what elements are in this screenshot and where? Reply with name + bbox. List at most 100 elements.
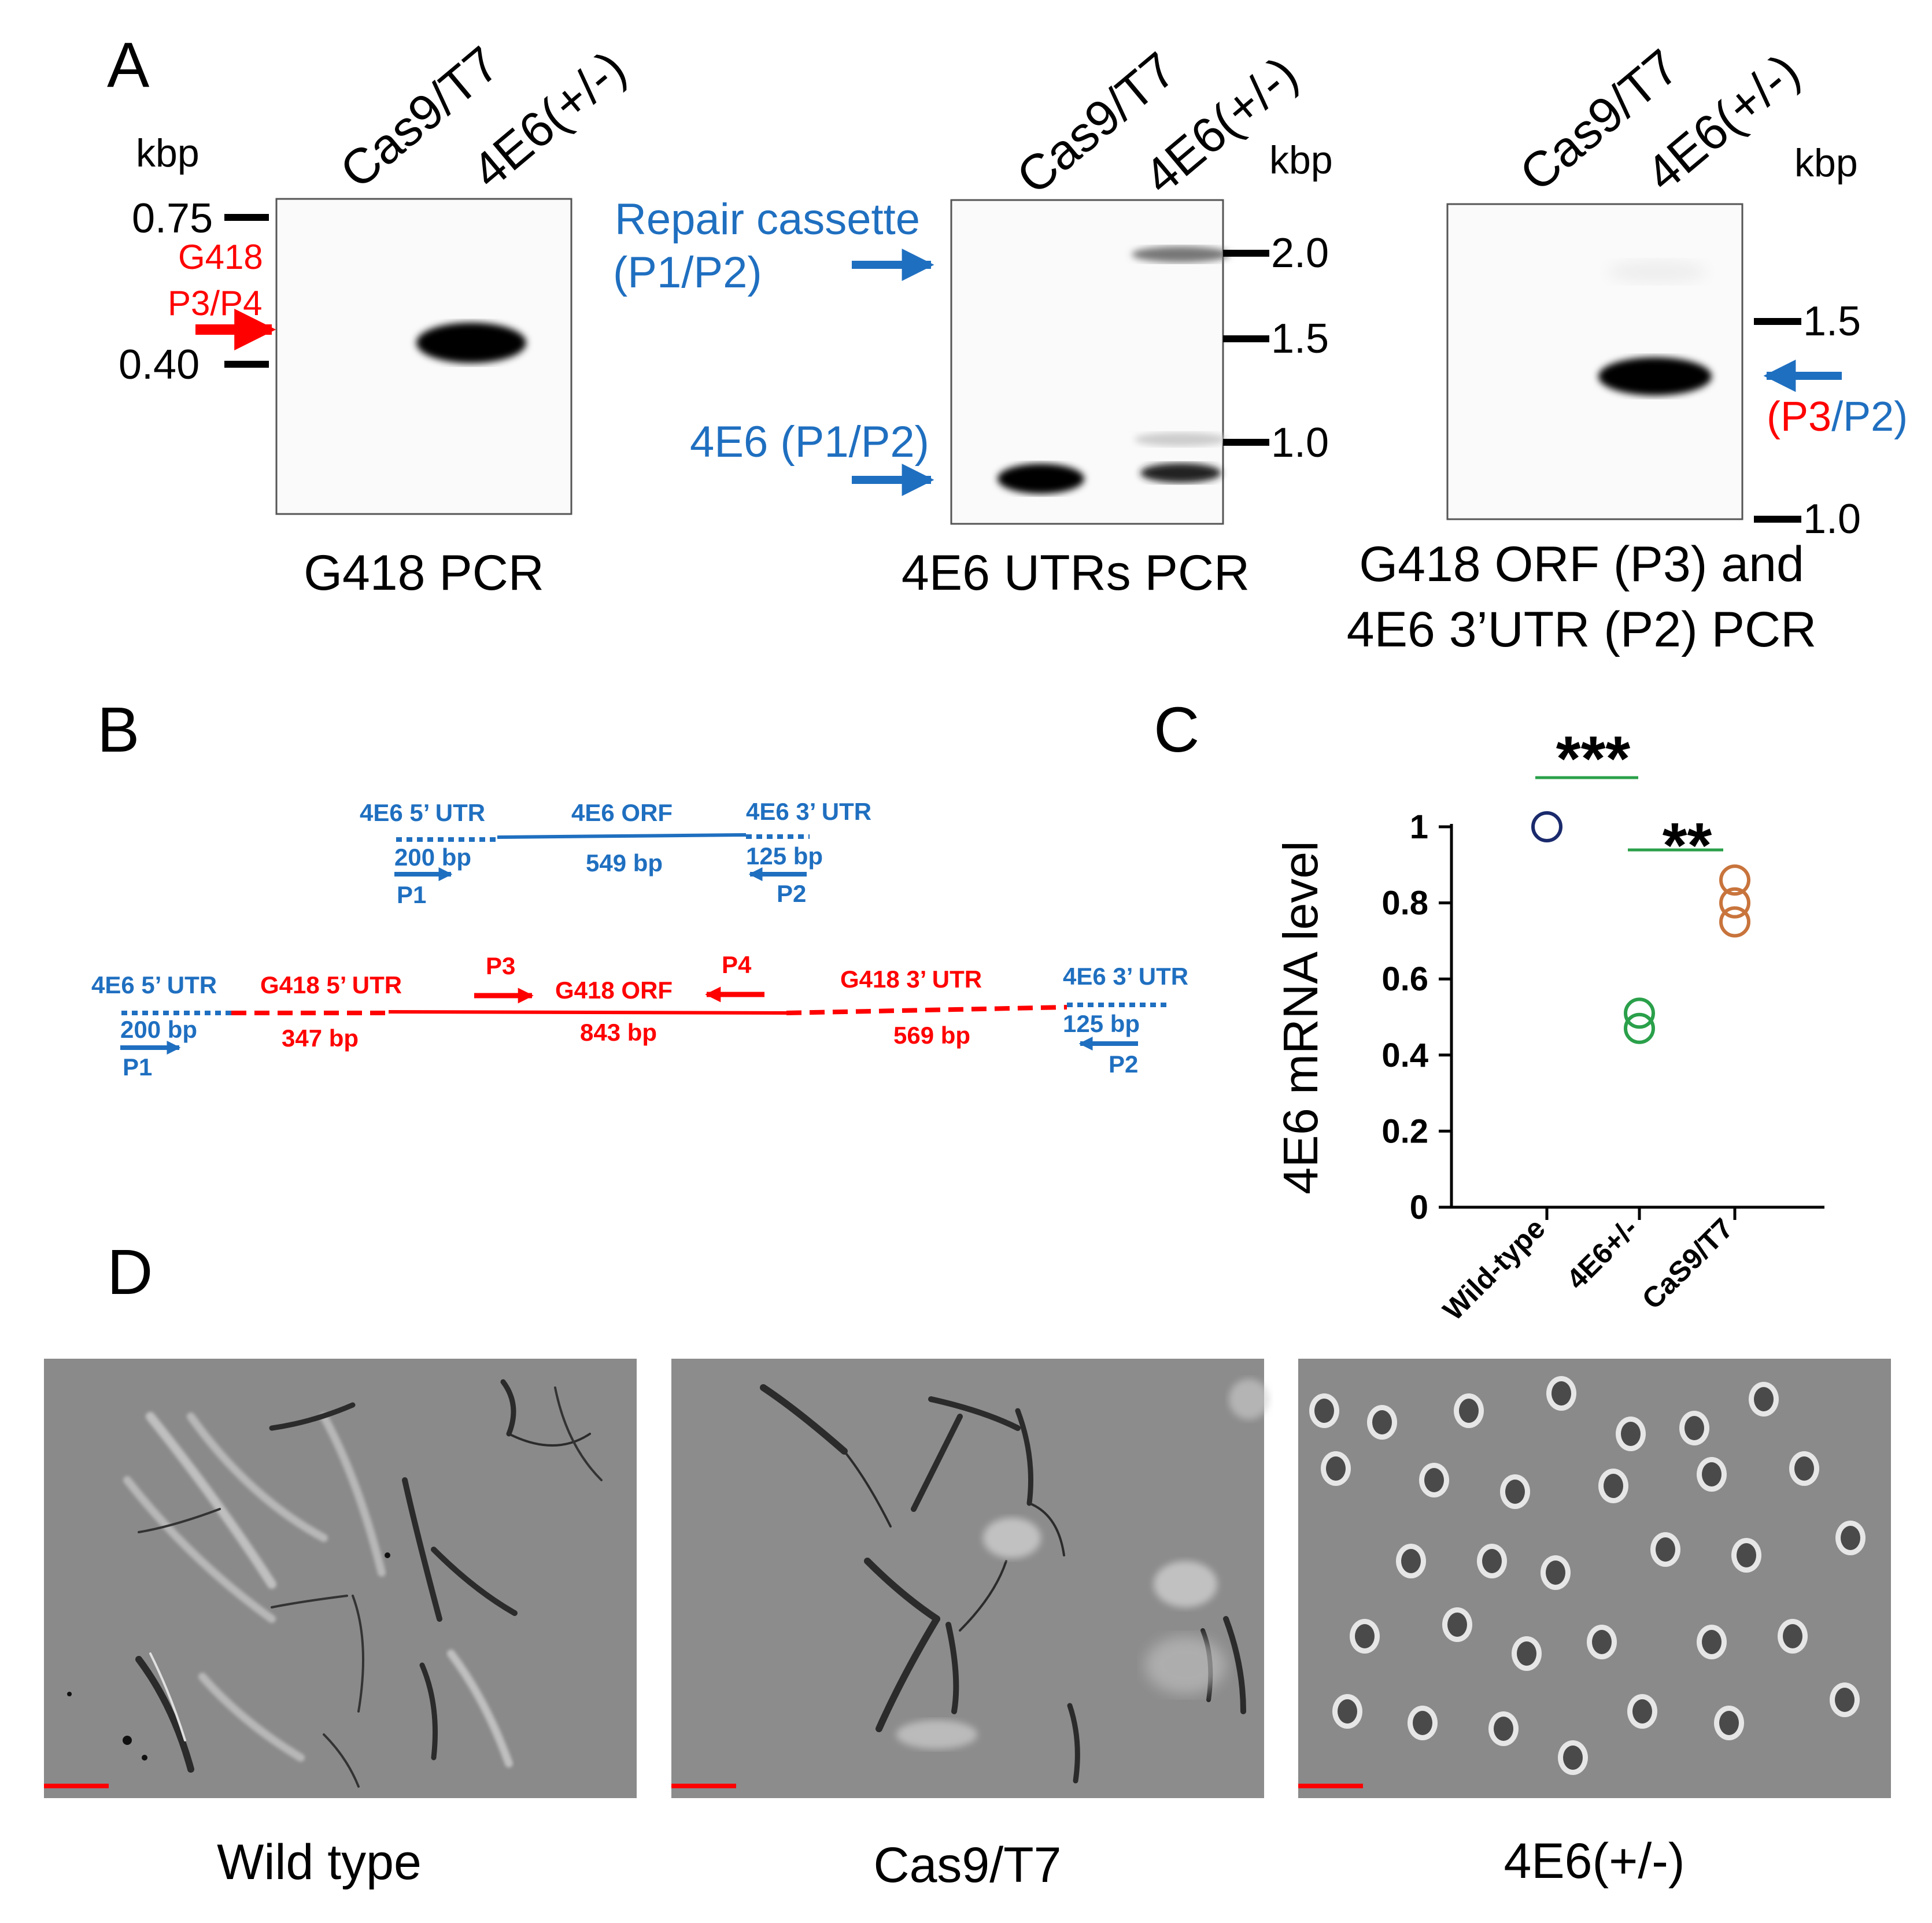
cell-body <box>1517 1641 1536 1666</box>
micrograph-4e6-het: 4E6(+/-) <box>1298 1359 1891 1889</box>
cassette-utr5-label: 4E6 5’ UTR <box>91 971 217 999</box>
g418-utr5-label: G418 5’ UTR <box>260 971 402 999</box>
gel2-upper-label-line1: Repair cassette <box>615 195 920 244</box>
gel3-arrow-label-p3: P3 <box>1780 394 1831 440</box>
panel-label-b: B <box>97 694 139 765</box>
gel3-marker-label-2: 1.0 <box>1803 496 1861 542</box>
micrograph-cas9-t7: Cas9/T7 <box>671 1359 1269 1893</box>
cell-body <box>1424 1468 1444 1492</box>
data-point <box>1531 811 1562 842</box>
gel1-unit: kbp <box>136 131 200 175</box>
cell-body <box>1702 1462 1722 1486</box>
gel3-marker-label-1: 1.5 <box>1803 298 1861 345</box>
gel2-title: 4E6 UTRs PCR <box>902 545 1250 601</box>
micrograph-1-background <box>44 1359 637 1798</box>
cell-body <box>1754 1387 1774 1411</box>
wt-utr3-label: 4E6 3’ UTR <box>746 798 871 825</box>
panel-label-c: C <box>1154 694 1199 765</box>
data-point <box>1719 864 1750 896</box>
cassette-utr3-length: 125 bp <box>1063 1010 1140 1037</box>
g418-utr3-line <box>786 1005 1067 1015</box>
y-tick-label: 0 <box>1410 1189 1428 1226</box>
cell-body <box>1482 1549 1502 1573</box>
data-point <box>1719 906 1750 938</box>
gel2-band-lane2 <box>1140 463 1221 483</box>
cassette-diagram: 4E6 5’ UTR 200 bp P1 G418 5’ UTR 347 bp … <box>91 951 1188 1081</box>
wt-utr5-label: 4E6 5’ UTR <box>360 799 485 826</box>
gel1-marker-label-2: 0.40 <box>119 342 200 388</box>
cell-body <box>1592 1630 1612 1654</box>
cell-body <box>1372 1410 1392 1434</box>
gel1-title: G418 PCR <box>304 545 544 601</box>
gel2-band-faint <box>1135 432 1227 446</box>
gel2-unit: kbp <box>1269 138 1333 182</box>
gel2-upper-label-line2: (P1/P2) <box>613 248 762 297</box>
gel3-band-smear <box>1608 260 1706 283</box>
gel-1: kbp Cas9/T7 4E6(+/-) 0.75 0.40 G418 P3/P… <box>119 36 636 601</box>
x-tick-label: 4E6+/- <box>1560 1212 1644 1296</box>
y-tick-label: 0.4 <box>1381 1037 1428 1074</box>
gel3-title-line1: G418 ORF (P3) and <box>1359 537 1804 592</box>
micrograph-caption-3: 4E6(+/-) <box>1504 1833 1685 1889</box>
cell-body <box>1656 1537 1675 1562</box>
cell-body <box>1604 1474 1623 1498</box>
cell-body <box>1505 1480 1525 1504</box>
micrograph-caption-2: Cas9/T7 <box>873 1837 1061 1893</box>
gel2-band-upper <box>1132 246 1230 262</box>
cell-body <box>1835 1688 1855 1712</box>
g418-utr3-label: G418 3’ UTR <box>840 966 982 993</box>
cassette-p1-label: P1 <box>123 1053 152 1081</box>
wt-p2-label: P2 <box>777 880 806 907</box>
wt-orf-label: 4E6 ORF <box>571 799 673 826</box>
wt-orf-line <box>497 833 747 839</box>
gel1-image <box>275 198 572 515</box>
gel-2: Cas9/T7 4E6(+/-) kbp 2.0 1.5 1.0 Repair … <box>613 42 1333 601</box>
gel3-unit: kbp <box>1794 141 1858 185</box>
gel2-marker-label-3: 1.0 <box>1271 420 1329 466</box>
gel1-arrow-label-bottom: P3/P4 <box>168 284 262 323</box>
chart-mrna-level: 0 0.2 0.4 0.6 0.8 1 4E6 mRNA level Wild-type 4E6… <box>1273 723 1824 1327</box>
x-tick-label: CaS9/T7 <box>1636 1212 1739 1315</box>
gel1-band <box>416 323 526 363</box>
x-tick-label: Wild-type <box>1436 1212 1551 1326</box>
g418-utr3-length: 569 bp <box>893 1022 970 1049</box>
cell-body <box>1546 1560 1565 1585</box>
cell-body <box>1447 1613 1467 1637</box>
gel3-image <box>1446 203 1743 520</box>
p4-label: P4 <box>722 951 752 978</box>
cell-body <box>1355 1624 1375 1648</box>
y-tick-label: 0.6 <box>1381 960 1428 998</box>
cassette-p2-label: P2 <box>1109 1051 1138 1078</box>
micrograph-wild-type: Wild type <box>44 1359 637 1890</box>
cell-body <box>1314 1399 1334 1423</box>
y-tick-label: 0.8 <box>1381 885 1428 922</box>
cassette-utr3-label: 4E6 3’ UTR <box>1063 963 1188 990</box>
gel2-lower-label: 4E6 (P1/P2) <box>690 417 929 467</box>
gel1-marker-label-1: 0.75 <box>132 195 213 242</box>
cell-body <box>1794 1456 1814 1481</box>
micrograph-caption-1: Wild type <box>217 1835 422 1890</box>
cell-body <box>1563 1746 1583 1770</box>
wt-p1-label: P1 <box>397 881 426 908</box>
cell-body <box>1737 1543 1756 1567</box>
gel1-arrow-label-top: G418 <box>178 238 263 276</box>
scale-bar-3 <box>1298 1784 1363 1788</box>
y-axis-label: 4E6 mRNA level <box>1273 841 1328 1195</box>
cell-body <box>1494 1717 1513 1741</box>
cell-body <box>1459 1399 1479 1423</box>
data-point <box>1624 1012 1655 1044</box>
data-point <box>1624 997 1655 1029</box>
cell-body <box>1702 1630 1722 1654</box>
wt-utr5-length: 200 bp <box>394 844 471 871</box>
cell-body <box>1326 1456 1346 1481</box>
round-cells <box>1309 1376 1865 1775</box>
gel2-marker-label-1: 2.0 <box>1271 230 1329 276</box>
micrograph-3-background <box>1298 1359 1891 1798</box>
gel3-arrow-label-rest: /P2) <box>1831 394 1908 440</box>
significance-stars: ** <box>1663 810 1712 881</box>
cell-body <box>1841 1526 1860 1550</box>
cell-body <box>1621 1422 1641 1446</box>
panel-label-d: D <box>107 1237 153 1308</box>
gel3-arrow-label: (P3/P2) <box>1767 394 1908 440</box>
